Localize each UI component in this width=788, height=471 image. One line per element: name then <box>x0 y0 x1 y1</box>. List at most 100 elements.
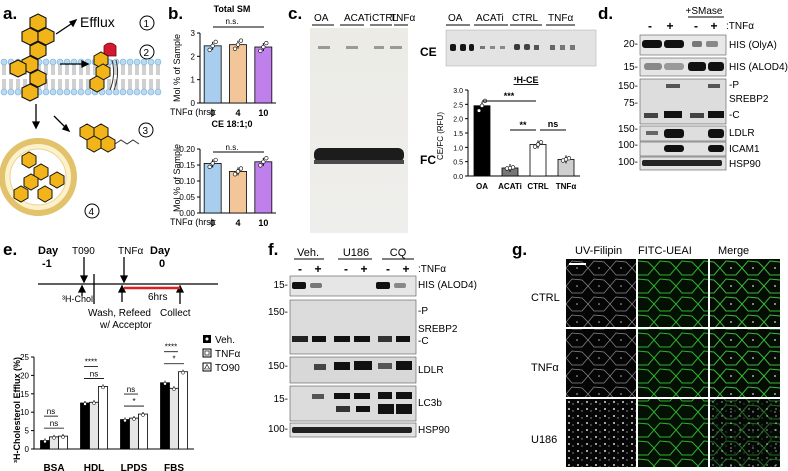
d-sign-4: + <box>710 19 717 33</box>
data-point <box>258 48 263 54</box>
ce-label: CE <box>420 45 437 59</box>
d-sign-3: - <box>694 19 698 33</box>
legend-veh: Veh. <box>215 335 235 346</box>
d-mw-100b: 100- <box>618 157 638 168</box>
smase-label: +SMase <box>686 6 723 17</box>
bar <box>178 371 188 450</box>
f-sign-2: + <box>314 262 321 276</box>
data-point <box>235 169 241 174</box>
x-tick-label: FBS <box>164 463 184 471</box>
sig-label: *** <box>504 91 515 101</box>
step-1-number: 1 <box>144 19 150 30</box>
d-mw-75: 75- <box>624 98 638 109</box>
legend-tnf: TNFα <box>215 349 240 360</box>
y-tick-label: 2 <box>191 52 196 61</box>
panel-d-blots: +SMase - + - + :TNFα 20- 15- 150- 75- 15… <box>618 6 788 171</box>
y-tick-label: 0.5 <box>453 160 463 167</box>
tl-day0n: 0 <box>159 258 165 270</box>
data-point <box>232 172 238 177</box>
x-tick-label: 4 <box>235 218 240 228</box>
chart-b1-ylabel: Mol % of Sample <box>172 34 182 102</box>
x-tick-label: BSA <box>43 463 64 471</box>
data-point <box>43 439 47 444</box>
data-point <box>261 44 266 50</box>
data-point <box>210 43 215 48</box>
data-point <box>213 39 218 44</box>
d-mw-150a: 150- <box>618 81 638 92</box>
data-point <box>101 385 105 390</box>
panel-c-content: OA ACATi CTRL TNFα CE FC OA ACATi CTRL T… <box>312 13 597 191</box>
f-group-u186: U186 <box>343 247 369 259</box>
sig-label: * <box>172 355 175 364</box>
bar <box>129 417 139 450</box>
f-band-lc3b: LC3b <box>418 398 442 409</box>
f-tnf-label: :TNFα <box>418 264 446 275</box>
data-point <box>83 402 87 406</box>
d-band-icam1: ICAM1 <box>729 144 760 155</box>
f-mw-150a: 150- <box>268 307 288 318</box>
y-tick-label: 0.00 <box>179 209 195 218</box>
data-point <box>264 156 269 161</box>
f-band-his-alod4: HIS (ALOD4) <box>418 280 477 291</box>
d-band-p: -P <box>729 80 739 91</box>
sig-label: ns <box>90 369 98 378</box>
data-point <box>261 159 266 164</box>
tl-hrs: 6hrs <box>148 292 167 303</box>
tl-chol: ³H-Chol <box>62 294 93 304</box>
data-point <box>510 165 516 170</box>
x-tick-label: HDL <box>84 463 105 471</box>
y-tick-label: 0.15 <box>179 161 195 170</box>
data-point <box>163 382 167 386</box>
tl-collect: Collect <box>160 308 191 319</box>
data-point <box>123 418 127 423</box>
y-tick-label: 0.05 <box>179 193 195 202</box>
blot-lane-acati: ACATi <box>476 13 504 24</box>
tl-t090: T090 <box>72 246 95 257</box>
tlc-lane-ctrl: CTRL <box>372 13 399 24</box>
chart-b1-title: Total SM <box>214 4 251 14</box>
bar <box>203 45 222 104</box>
bar <box>160 382 170 450</box>
panel-c-label: c. <box>288 4 303 23</box>
d-mw-15: 15- <box>624 62 638 73</box>
data-point <box>141 413 145 417</box>
f-sign-3: - <box>344 262 348 276</box>
chart-c-title: ³H-CE <box>514 75 539 85</box>
step-4-number: 4 <box>89 207 95 218</box>
g-col-filipin: UV-Filipin <box>575 245 623 257</box>
f-band-ldlr: LDLR <box>418 365 444 376</box>
g-row-tnf: TNFα <box>531 362 559 374</box>
f-mw-100: 100- <box>268 424 288 435</box>
x-tick-label: CTRL <box>527 182 548 191</box>
data-point <box>172 387 176 392</box>
data-point <box>207 164 212 169</box>
f-sign-5: - <box>386 262 390 276</box>
data-point <box>479 103 485 108</box>
tl-wash: Wash, Refeed <box>88 308 151 319</box>
chart-e-legend: Veh. TNFα TO90 <box>202 335 240 374</box>
data-point <box>92 401 96 406</box>
panel-a-label: a. <box>3 4 18 23</box>
bar <box>203 162 222 214</box>
tlc-lane-oa: OA <box>314 13 329 24</box>
panel-b-label: b. <box>168 4 184 23</box>
data-point <box>235 42 241 47</box>
g-row-ctrl: CTRL <box>531 292 560 304</box>
y-tick-label: 2.0 <box>453 117 463 124</box>
step-3-number: 3 <box>143 126 149 137</box>
d-band-ldlr: LDLR <box>729 128 755 139</box>
f-mw-15b: 15- <box>274 394 288 405</box>
f-mw-150b: 150- <box>268 361 288 372</box>
sig-label: ns <box>50 419 58 428</box>
data-point <box>61 435 65 439</box>
bar <box>80 402 90 450</box>
g-col-uea: FITC-UEAI <box>638 245 692 257</box>
y-tick-label: 3 <box>191 29 196 38</box>
y-tick-label: 0.20 <box>179 145 195 154</box>
legend-to90: TO90 <box>215 363 240 374</box>
bar <box>254 46 273 104</box>
bar <box>529 144 547 177</box>
tlc-lane-acati: ACATi <box>344 13 372 24</box>
tl-day1: Day <box>38 245 59 257</box>
data-point <box>566 156 572 161</box>
